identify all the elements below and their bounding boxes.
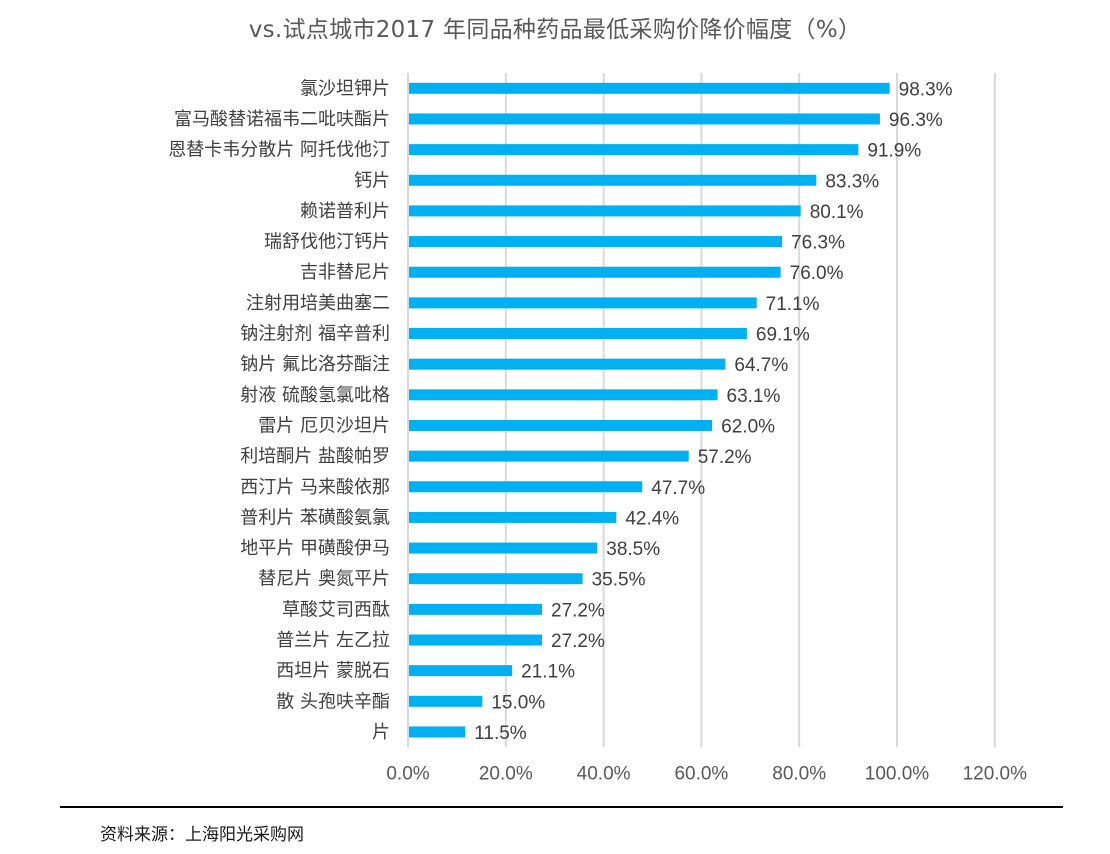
x-tick-label: 120.0% — [963, 763, 1028, 784]
bar — [409, 113, 880, 125]
category-label: 雷片 厄贝沙坦片 — [258, 415, 390, 436]
x-axis-tick-labels: 0.0% 20.0% 40.0% 60.0% 80.0% 100.0% 120.0% — [386, 763, 1027, 784]
category-label: 氯沙坦钾片 — [300, 78, 390, 99]
category-label: 赖诺普利片 — [300, 201, 390, 222]
x-tick-label: 60.0% — [674, 763, 728, 784]
value-label: 11.5% — [474, 723, 527, 744]
category-label: 钙片 — [354, 170, 390, 191]
bar — [409, 542, 598, 554]
bar — [409, 174, 817, 186]
category-label: 注射用培美曲塞二 — [246, 293, 390, 314]
value-labels: 98.3% 96.3% 91.9% 83.3% 80.1% 76.3% 76.0% 71.1%… — [474, 79, 952, 744]
value-label: 83.3% — [825, 171, 879, 192]
category-label: 散 头孢呋辛酯 — [276, 691, 390, 712]
category-label: 片 — [372, 722, 390, 743]
category-label: 瑞舒伐他汀钙片 — [264, 232, 390, 253]
value-label: 35.5% — [592, 570, 646, 591]
category-label: 钠片 氟比洛芬酯注 — [240, 354, 390, 375]
bar — [409, 82, 890, 94]
x-tick-label: 20.0% — [479, 763, 533, 784]
value-label: 91.9% — [867, 141, 921, 162]
bar — [409, 144, 859, 156]
bar — [409, 665, 513, 677]
category-label: 钠注射剂 福辛普利 — [240, 324, 390, 345]
bar — [409, 511, 617, 523]
category-label: 地平片 甲磺酸伊马 — [240, 538, 390, 559]
chart-title: vs.试点城市2017 年同品种药品最低采购价降价幅度（%） — [248, 17, 862, 43]
category-label: 富马酸替诺福韦二吡呋酯片 — [174, 109, 390, 130]
category-label: 利培酮片 盐酸帕罗 — [240, 446, 390, 467]
value-label: 15.0% — [491, 692, 545, 713]
value-label: 96.3% — [889, 110, 943, 131]
bar — [409, 266, 781, 278]
value-label: 71.1% — [766, 294, 820, 315]
category-label: 恩替卡韦分散片 阿托伐他汀 — [168, 140, 390, 161]
category-label: 普利片 苯磺酸氨氯 — [240, 507, 390, 528]
bar — [409, 634, 543, 646]
footer-divider — [60, 806, 1063, 808]
bar — [409, 603, 543, 615]
value-label: 57.2% — [698, 447, 752, 468]
bar — [409, 450, 689, 462]
value-label: 76.0% — [790, 263, 844, 284]
value-label: 64.7% — [734, 355, 788, 376]
bar — [409, 297, 757, 309]
source-note: 资料来源：上海阳光采购网 — [100, 825, 304, 845]
value-label: 76.3% — [791, 233, 845, 254]
category-label: 西汀片 马来酸依那 — [240, 477, 390, 498]
x-tick-label: 100.0% — [865, 763, 930, 784]
bar — [409, 726, 466, 738]
value-label: 27.2% — [551, 631, 605, 652]
value-label: 80.1% — [810, 202, 864, 223]
gridlines — [407, 73, 996, 748]
value-label: 69.1% — [756, 325, 810, 346]
category-label: 替尼片 奥氮平片 — [258, 569, 390, 590]
x-tick-label: 0.0% — [386, 763, 429, 784]
value-label: 62.0% — [721, 416, 775, 437]
value-label: 21.1% — [521, 662, 575, 683]
bar — [409, 358, 726, 370]
x-tick-label: 80.0% — [772, 763, 826, 784]
bar — [409, 481, 643, 493]
bar — [409, 328, 747, 340]
category-label: 草酸艾司西酞 — [282, 599, 390, 620]
category-label: 普兰片 左乙拉 — [276, 630, 390, 651]
bar — [409, 419, 713, 431]
category-label: 吉非替尼片 — [300, 262, 390, 283]
bar — [409, 205, 801, 217]
value-label: 38.5% — [606, 539, 660, 560]
value-label: 98.3% — [899, 79, 953, 100]
bar — [409, 695, 483, 707]
category-label: 射液 硫酸氢氯吡格 — [240, 385, 390, 406]
bar — [409, 236, 783, 248]
x-tick-label: 40.0% — [577, 763, 631, 784]
bar — [409, 389, 718, 401]
value-label: 42.4% — [625, 508, 679, 529]
value-label: 63.1% — [727, 386, 781, 407]
value-label: 47.7% — [651, 478, 705, 499]
value-label: 27.2% — [551, 600, 605, 621]
bar — [409, 573, 583, 585]
category-label: 西坦片 蒙脱石 — [276, 661, 390, 682]
bars — [409, 82, 890, 738]
